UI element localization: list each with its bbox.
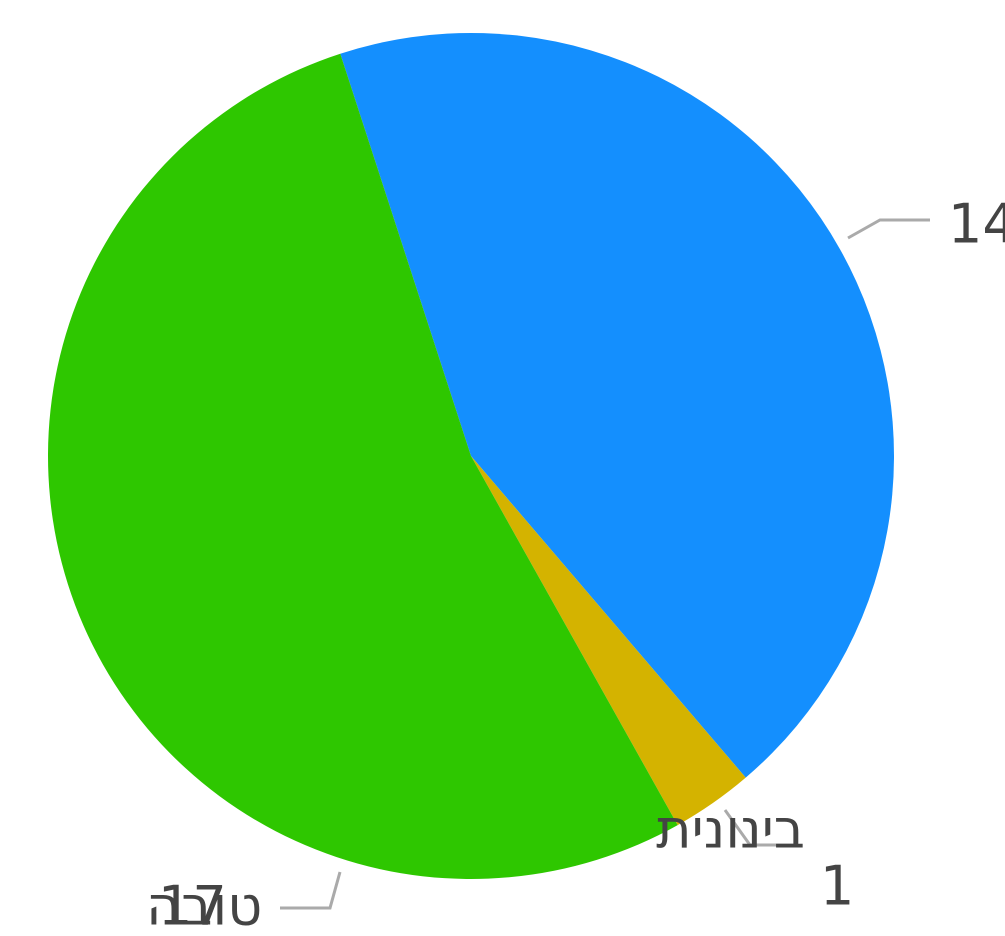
category-label: בינונית xyxy=(656,798,805,861)
leader-line xyxy=(280,871,342,910)
pie-slice xyxy=(471,456,746,826)
category-label: טובה xyxy=(146,875,262,936)
leader-line xyxy=(723,809,795,847)
value-label: 14 xyxy=(948,193,1005,256)
value-label: 1 xyxy=(820,855,854,918)
pie-slice xyxy=(48,53,678,880)
leader-line xyxy=(847,218,930,240)
pie-slice xyxy=(340,32,895,778)
value-label: 17 xyxy=(158,875,227,936)
